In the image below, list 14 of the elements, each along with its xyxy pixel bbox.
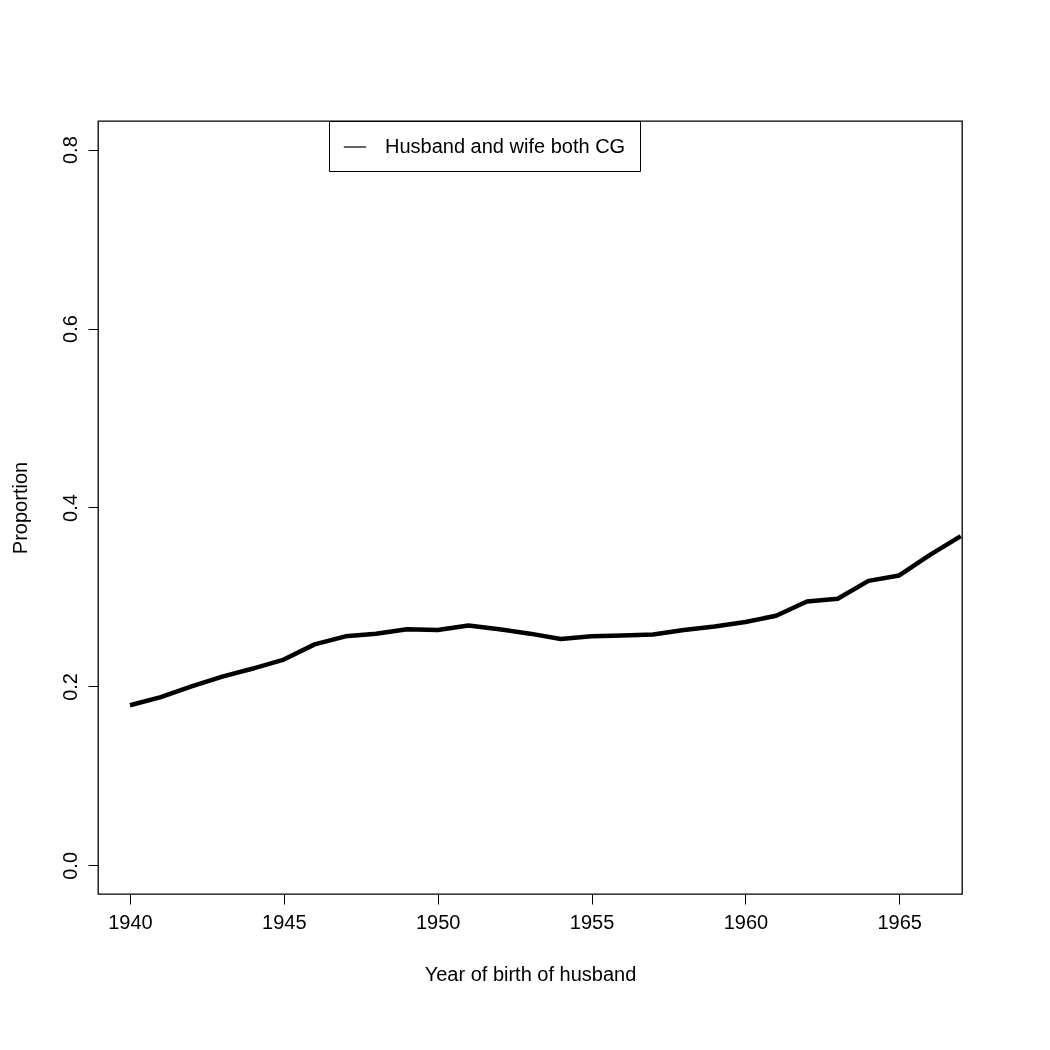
x-tick-label: 1965	[877, 910, 922, 933]
y-tick-label: 0.8	[58, 136, 81, 165]
y-tick-label: 0.4	[58, 494, 81, 522]
x-tick-label: 1955	[569, 910, 615, 933]
y-tick-label: 0.0	[58, 851, 81, 880]
legend-label: Husband and wife both CG	[385, 135, 626, 157]
y-tick-label: 0.2	[58, 673, 81, 701]
x-tick-label: 1940	[108, 910, 153, 933]
x-tick-label: 1945	[262, 910, 307, 933]
x-tick-label: 1960	[723, 910, 769, 933]
x-axis-title: Year of birth of husband	[424, 962, 637, 985]
y-tick-label: 0.6	[58, 315, 81, 343]
y-axis-title: Proportion	[8, 461, 31, 555]
x-tick-label: 1950	[415, 910, 461, 933]
